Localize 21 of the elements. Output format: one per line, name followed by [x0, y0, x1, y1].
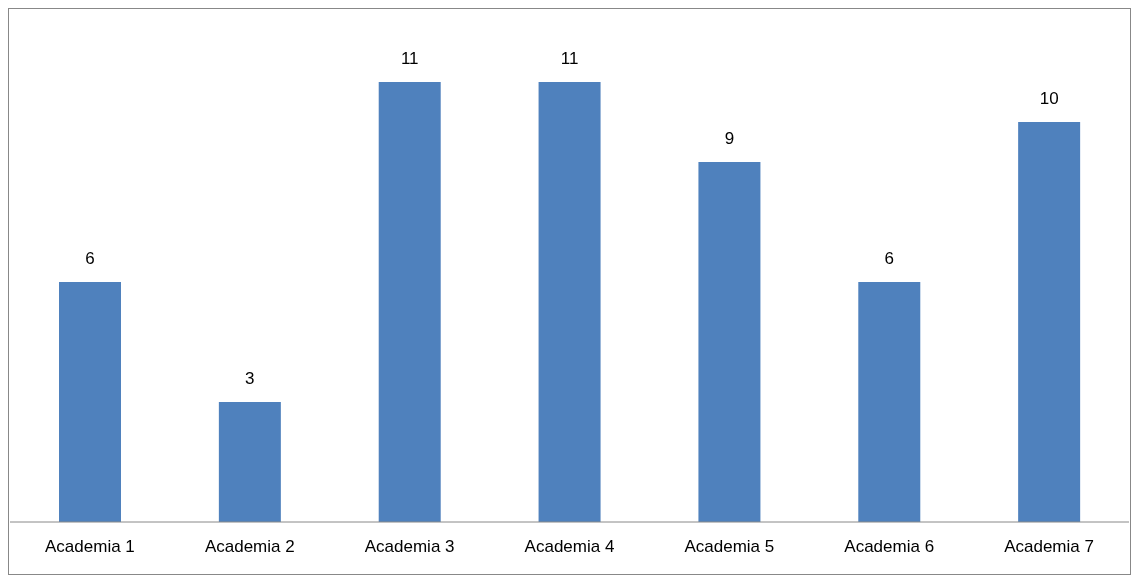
x-tick-label: Academia 5	[684, 537, 775, 557]
data-label: 6	[85, 249, 95, 268]
x-tick-label: Academia 4	[524, 537, 615, 557]
data-label: 11	[400, 49, 419, 68]
x-tick-label: Academia 3	[364, 537, 455, 557]
data-label: 6	[884, 249, 895, 268]
x-tick-label: Academia 1	[45, 537, 135, 557]
x-tick-label: Academia 6	[844, 537, 935, 557]
bar	[378, 82, 441, 522]
x-tick-label: Academia 2	[204, 537, 295, 557]
bar	[1018, 122, 1081, 522]
data-label: 9	[724, 129, 735, 148]
bar	[218, 402, 281, 522]
data-label: 10	[1039, 89, 1059, 108]
data-label: 11	[560, 49, 579, 68]
bar	[538, 82, 601, 522]
bar	[698, 162, 761, 522]
x-tick-label: Academia 7	[1004, 537, 1094, 557]
data-label: 3	[245, 369, 255, 388]
bar	[858, 282, 921, 522]
bar	[59, 282, 121, 522]
